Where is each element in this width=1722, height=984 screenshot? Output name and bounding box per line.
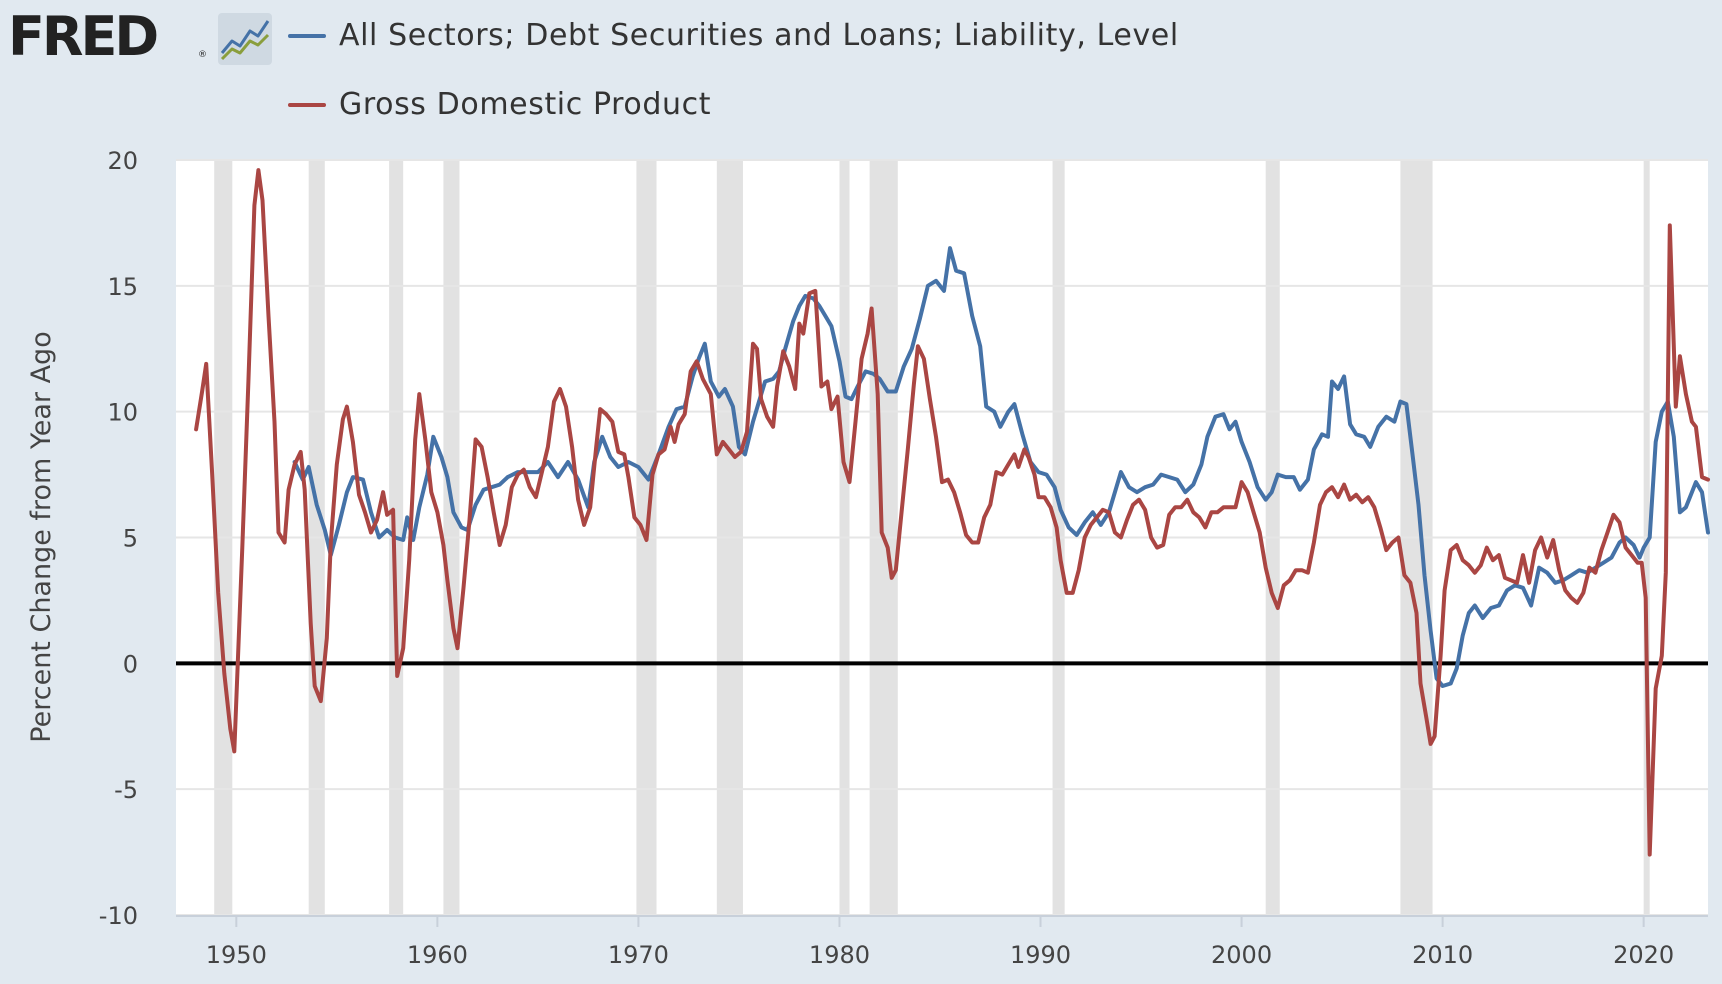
chart-header: FRED ® All Sectors; Debt Securities and … (0, 0, 1722, 150)
x-tick-label: 1990 (1010, 941, 1071, 969)
x-tick-label: 1960 (407, 941, 468, 969)
legend-label-gdp: Gross Domestic Product (339, 87, 712, 122)
fred-logo-text: FRED (8, 5, 159, 68)
x-tick-label: 1950 (206, 941, 267, 969)
registered-mark: ® (198, 50, 207, 60)
legend-swatch-gdp (288, 103, 326, 107)
y-tick-label: 20 (107, 147, 138, 175)
y-tick-label: 15 (107, 273, 138, 301)
x-tick-label: 1970 (608, 941, 669, 969)
x-tick-label: 2010 (1412, 941, 1473, 969)
y-tick-label: 0 (123, 650, 138, 678)
legend-swatch-debt (288, 34, 326, 38)
y-tick-label: 5 (123, 525, 138, 553)
y-tick-label: 10 (107, 399, 138, 427)
y-axis-label: Percent Change from Year Ago (26, 331, 57, 742)
x-tick-label: 2020 (1613, 941, 1674, 969)
series-line-debt[interactable] (292, 246, 1710, 688)
legend-label-debt: All Sectors; Debt Securities and Loans; … (339, 18, 1179, 53)
series-lines (194, 168, 1710, 857)
y-tick-label: -10 (99, 902, 138, 930)
x-tick-label: 1980 (809, 941, 870, 969)
x-tick-label: 2000 (1211, 941, 1272, 969)
y-tick-label: -5 (114, 776, 138, 804)
axes: -10 -5 0 5 10 15 20 1950 1960 1970 1980 1990 2000 201… (99, 147, 1708, 969)
series-line-gdp[interactable] (194, 168, 1710, 857)
line-chart-icon (218, 13, 272, 65)
